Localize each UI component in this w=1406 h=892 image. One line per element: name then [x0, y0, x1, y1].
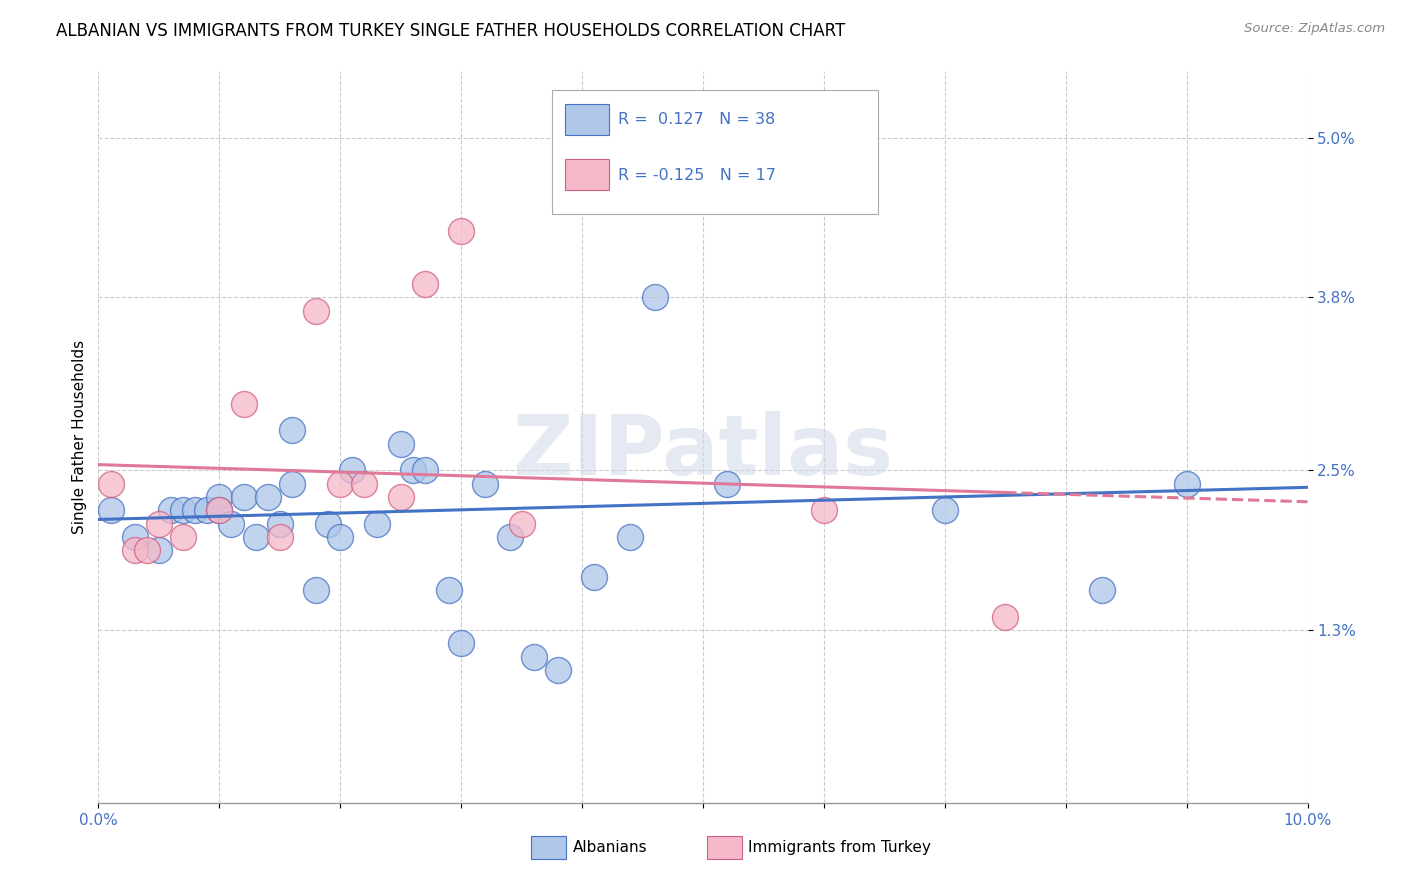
Point	[172, 503, 194, 517]
Point	[124, 530, 146, 544]
Point	[281, 424, 304, 438]
Point	[450, 636, 472, 650]
Point	[160, 503, 183, 517]
Point	[305, 582, 328, 597]
FancyBboxPatch shape	[551, 90, 879, 214]
Point	[353, 476, 375, 491]
Point	[208, 503, 231, 517]
Point	[208, 503, 231, 517]
Point	[402, 463, 425, 477]
Point	[184, 503, 207, 517]
FancyBboxPatch shape	[531, 836, 567, 859]
Point	[269, 530, 291, 544]
Point	[389, 436, 412, 450]
Point	[281, 476, 304, 491]
Point	[366, 516, 388, 531]
Point	[329, 476, 352, 491]
Text: Source: ZipAtlas.com: Source: ZipAtlas.com	[1244, 22, 1385, 36]
Point	[994, 609, 1017, 624]
Point	[195, 503, 218, 517]
Point	[269, 516, 291, 531]
Point	[172, 530, 194, 544]
Point	[450, 224, 472, 238]
Point	[100, 503, 122, 517]
Text: R =  0.127   N = 38: R = 0.127 N = 38	[619, 112, 776, 128]
Point	[232, 397, 254, 411]
FancyBboxPatch shape	[707, 836, 742, 859]
Point	[305, 303, 328, 318]
Point	[644, 290, 666, 304]
Point	[148, 543, 170, 558]
Point	[716, 476, 738, 491]
Point	[413, 463, 436, 477]
Point	[1175, 476, 1198, 491]
Point	[583, 570, 606, 584]
Point	[934, 503, 956, 517]
Point	[813, 503, 835, 517]
Text: Immigrants from Turkey: Immigrants from Turkey	[748, 840, 931, 855]
Y-axis label: Single Father Households: Single Father Households	[72, 340, 87, 534]
Point	[547, 663, 569, 677]
Text: Albanians: Albanians	[572, 840, 647, 855]
Point	[135, 543, 157, 558]
Text: ZIPatlas: ZIPatlas	[513, 411, 893, 492]
Point	[619, 530, 641, 544]
Point	[208, 490, 231, 504]
Point	[124, 543, 146, 558]
Point	[256, 490, 278, 504]
Point	[474, 476, 496, 491]
Point	[498, 530, 520, 544]
Point	[221, 516, 243, 531]
FancyBboxPatch shape	[565, 159, 609, 190]
Point	[413, 277, 436, 292]
Point	[1091, 582, 1114, 597]
Point	[437, 582, 460, 597]
Point	[232, 490, 254, 504]
Text: ALBANIAN VS IMMIGRANTS FROM TURKEY SINGLE FATHER HOUSEHOLDS CORRELATION CHART: ALBANIAN VS IMMIGRANTS FROM TURKEY SINGL…	[56, 22, 845, 40]
Point	[510, 516, 533, 531]
Point	[523, 649, 546, 664]
Point	[329, 530, 352, 544]
FancyBboxPatch shape	[565, 104, 609, 135]
Point	[245, 530, 267, 544]
Point	[316, 516, 339, 531]
Text: R = -0.125   N = 17: R = -0.125 N = 17	[619, 168, 776, 183]
Point	[100, 476, 122, 491]
Point	[342, 463, 364, 477]
Point	[389, 490, 412, 504]
Point	[148, 516, 170, 531]
Point	[692, 184, 714, 198]
